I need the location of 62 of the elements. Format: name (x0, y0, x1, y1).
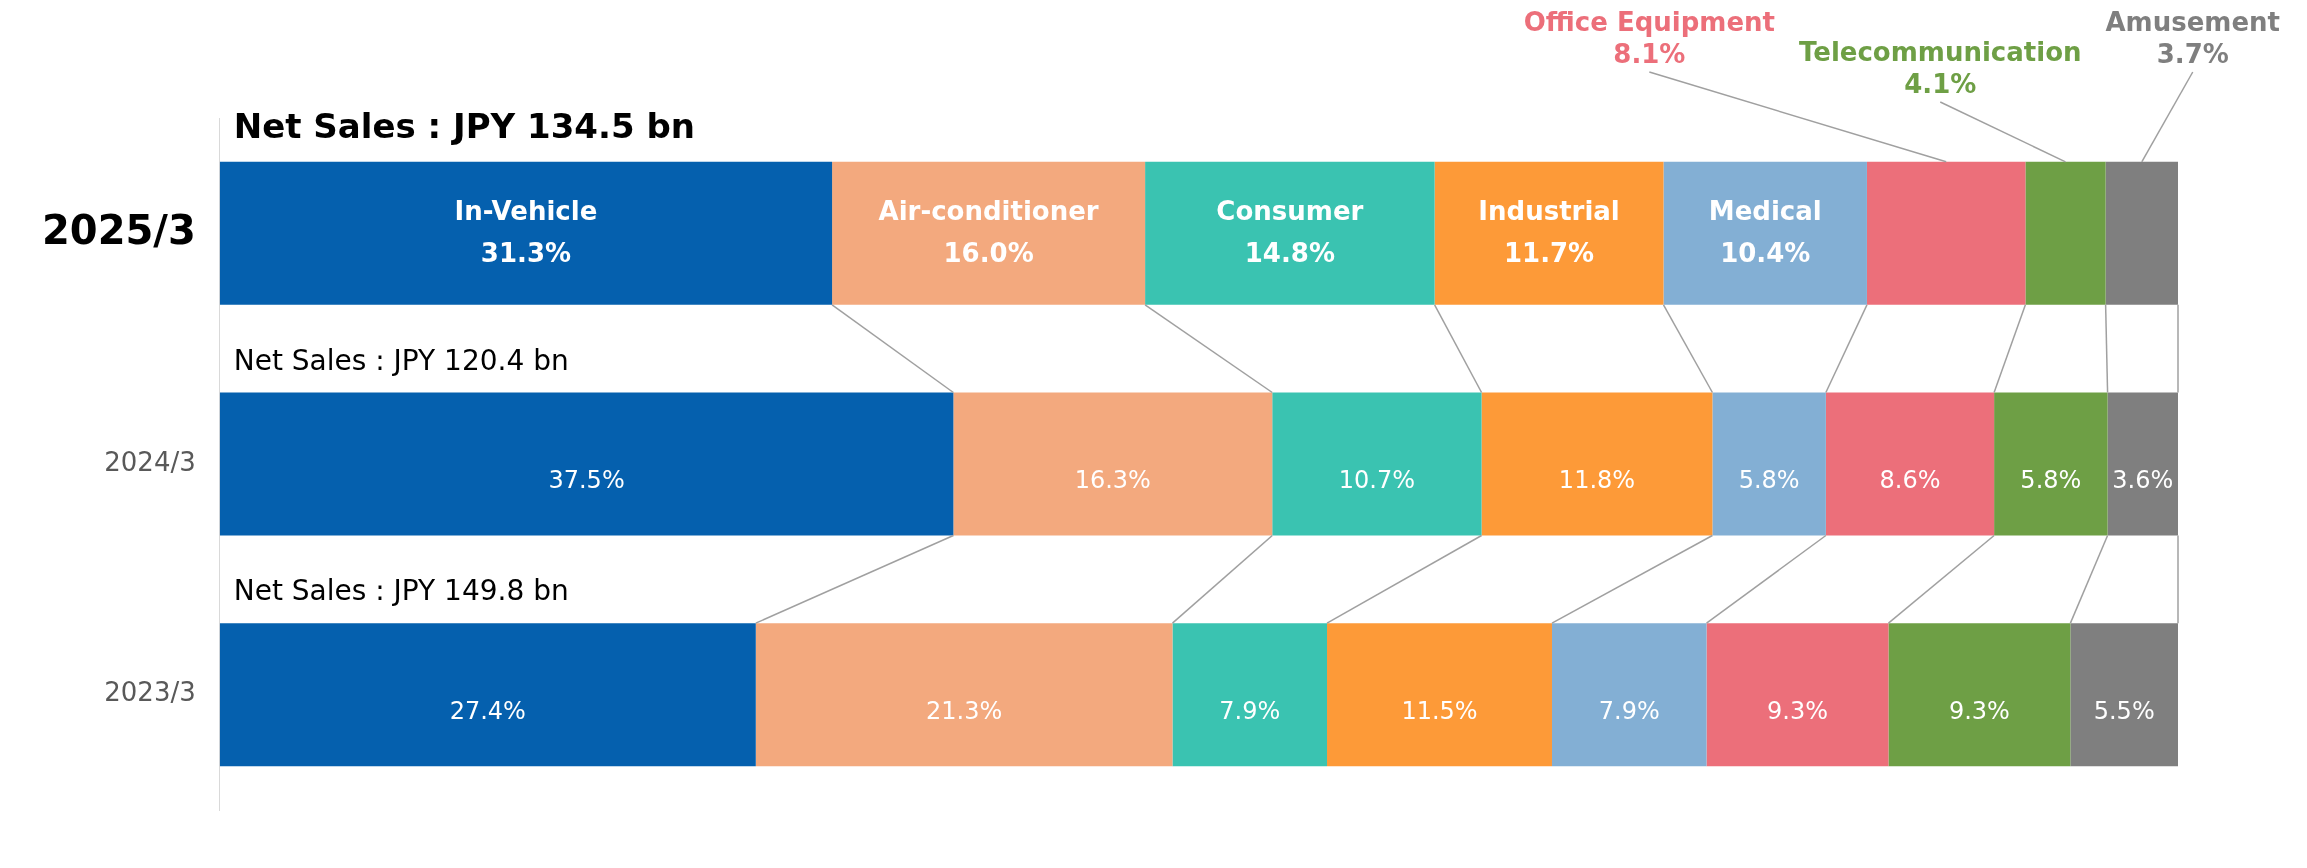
data-label: 7.9% (1219, 696, 1281, 725)
data-label: 8.6% (1879, 466, 1941, 495)
y-tick-label: 2024/3 (104, 446, 196, 477)
annotation: Net Sales : JPY 149.8 bn (233, 574, 569, 608)
annotation: Net Sales : JPY 120.4 bn (233, 343, 569, 377)
data-label: 8.1% (1613, 38, 1686, 69)
data-label: 21.3% (926, 696, 1003, 725)
data-label: 11.8% (1558, 466, 1636, 495)
data-label: 10.7% (1338, 466, 1416, 495)
data-label: 5.5% (2093, 696, 2155, 725)
series-label: In-Vehicle (454, 196, 598, 227)
bar (1551, 623, 1707, 767)
bar (1481, 392, 1713, 536)
data-label: 10.4% (1720, 238, 1811, 269)
bar (1706, 623, 1889, 767)
data-label: 3.7% (2156, 38, 2229, 69)
data-label: 5.8% (1738, 466, 1800, 495)
bar (832, 161, 1146, 305)
bar (1172, 623, 1328, 767)
bar (755, 623, 1173, 767)
text: Amusement (2105, 6, 2280, 37)
bar (1866, 161, 2026, 305)
bar (219, 161, 833, 305)
bar (2025, 161, 2106, 305)
data-label: 5.8% (2020, 466, 2082, 495)
text: Office Equipment (1523, 6, 1775, 37)
bar (2107, 392, 2178, 536)
bar (1888, 623, 2071, 767)
data-label: 7.9% (1598, 696, 1660, 725)
y-tick-label: 2023/3 (104, 677, 196, 708)
bar (1434, 161, 1664, 305)
series-label: Medical (1708, 196, 1822, 227)
bar (219, 623, 756, 767)
data-label: 11.7% (1503, 238, 1595, 269)
series-label: Industrial (1478, 196, 1620, 227)
bar (1663, 161, 1867, 305)
bar (953, 392, 1273, 536)
data-label: 37.5% (548, 466, 625, 495)
data-label: 3.6% (2112, 466, 2174, 495)
data-label: 31.3% (480, 238, 572, 269)
annotation: Net Sales : JPY 134.5 bn (233, 105, 695, 146)
data-label: 11.5% (1401, 696, 1478, 725)
bar (1994, 392, 2108, 536)
bar (2070, 623, 2178, 767)
bar (1327, 623, 1552, 767)
bar (1712, 392, 1826, 536)
data-label: 14.8% (1244, 238, 1335, 269)
bar (1825, 392, 1995, 536)
data-label: 4.1% (1904, 68, 1977, 99)
y-tick-label: 2025/3 (41, 206, 196, 253)
data-label: 27.4% (449, 696, 526, 725)
bar (219, 392, 954, 536)
bar (1145, 161, 1435, 305)
series-label: Air-conditioner (878, 196, 1099, 227)
bar (1272, 392, 1482, 536)
series-label: Consumer (1216, 196, 1364, 227)
data-label: 16.3% (1074, 466, 1151, 495)
data-label: 9.3% (1767, 696, 1828, 725)
bar (2105, 161, 2178, 305)
data-label: 16.0% (943, 238, 1034, 269)
text: Telecommunication (1798, 36, 2082, 67)
data-label: 9.3% (1948, 696, 2010, 725)
